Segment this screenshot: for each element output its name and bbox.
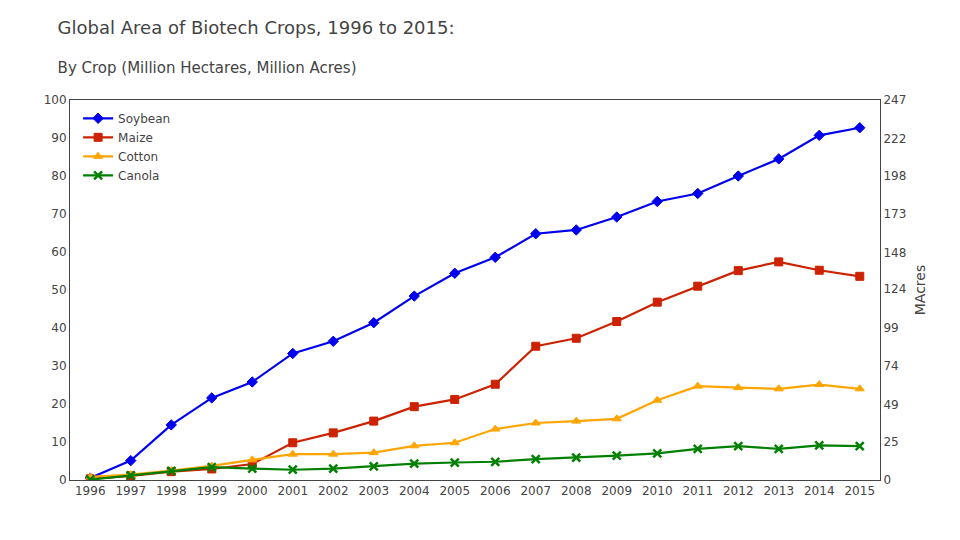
svg-text:1999: 1999 bbox=[196, 484, 227, 498]
svg-text:173: 173 bbox=[883, 207, 906, 221]
svg-text:25: 25 bbox=[883, 435, 898, 449]
svg-text:Global Area of Biotech Crops,: Global Area of Biotech Crops, 1996 to 20… bbox=[58, 17, 455, 38]
svg-text:0: 0 bbox=[883, 473, 891, 487]
svg-text:100: 100 bbox=[44, 93, 67, 107]
svg-text:20: 20 bbox=[51, 397, 66, 411]
svg-text:2000: 2000 bbox=[237, 484, 268, 498]
svg-text:70: 70 bbox=[51, 207, 66, 221]
svg-text:198: 198 bbox=[883, 169, 906, 183]
svg-text:30: 30 bbox=[51, 359, 66, 373]
svg-text:Canola: Canola bbox=[118, 169, 159, 183]
svg-text:2015: 2015 bbox=[844, 484, 875, 498]
svg-text:74: 74 bbox=[883, 359, 898, 373]
svg-text:2013: 2013 bbox=[763, 484, 794, 498]
svg-text:By Crop (Million Hectares, Mil: By Crop (Million Hectares, Million Acres… bbox=[58, 59, 357, 77]
svg-text:2011: 2011 bbox=[682, 484, 713, 498]
svg-text:2002: 2002 bbox=[318, 484, 349, 498]
svg-text:148: 148 bbox=[883, 246, 906, 260]
svg-text:2010: 2010 bbox=[642, 484, 673, 498]
svg-text:124: 124 bbox=[883, 282, 906, 296]
svg-text:99: 99 bbox=[883, 321, 898, 335]
svg-text:1997: 1997 bbox=[115, 484, 146, 498]
svg-text:50: 50 bbox=[51, 283, 66, 297]
svg-text:Soybean: Soybean bbox=[118, 112, 170, 126]
svg-text:247: 247 bbox=[883, 93, 906, 107]
svg-text:49: 49 bbox=[883, 398, 898, 412]
svg-text:2009: 2009 bbox=[601, 484, 632, 498]
svg-text:2005: 2005 bbox=[439, 484, 470, 498]
svg-text:Maize: Maize bbox=[118, 131, 153, 145]
svg-text:1996: 1996 bbox=[75, 484, 106, 498]
svg-text:2014: 2014 bbox=[804, 484, 835, 498]
svg-text:80: 80 bbox=[51, 169, 66, 183]
svg-text:2004: 2004 bbox=[399, 484, 430, 498]
svg-text:90: 90 bbox=[51, 131, 66, 145]
svg-text:2008: 2008 bbox=[561, 484, 592, 498]
svg-text:40: 40 bbox=[51, 321, 66, 335]
svg-text:222: 222 bbox=[883, 132, 906, 146]
svg-text:Cotton: Cotton bbox=[118, 150, 158, 164]
svg-text:2001: 2001 bbox=[277, 484, 308, 498]
svg-text:2006: 2006 bbox=[480, 484, 511, 498]
svg-text:10: 10 bbox=[51, 435, 66, 449]
svg-text:2012: 2012 bbox=[723, 484, 754, 498]
svg-text:1998: 1998 bbox=[156, 484, 187, 498]
svg-text:MAcres: MAcres bbox=[912, 265, 928, 315]
svg-text:0: 0 bbox=[59, 473, 67, 487]
svg-text:60: 60 bbox=[51, 245, 66, 259]
svg-text:2003: 2003 bbox=[358, 484, 389, 498]
svg-text:2007: 2007 bbox=[520, 484, 551, 498]
